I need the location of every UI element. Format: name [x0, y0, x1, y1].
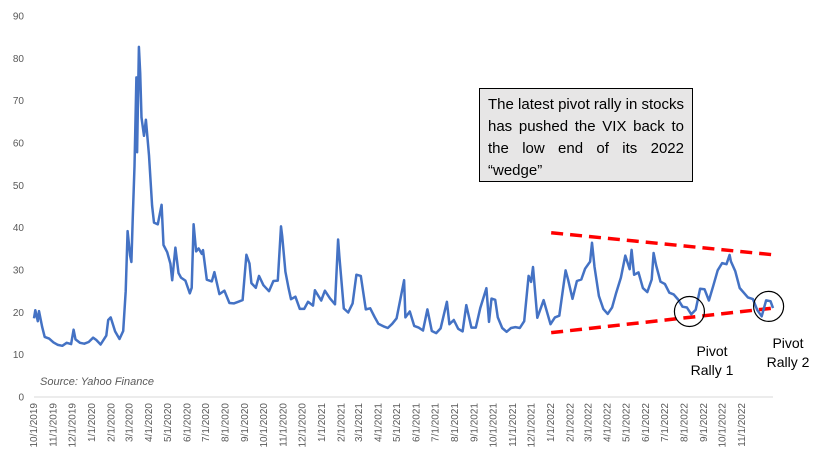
x-tick-label: 12/1/2020	[297, 403, 308, 448]
x-tick-label: 2/1/2022	[566, 403, 577, 442]
wedge-lower-trendline	[550, 306, 774, 335]
x-tick-label: 8/1/2022	[679, 403, 690, 442]
x-tick-label: 3/1/2022	[583, 403, 594, 442]
series-line-vix	[32, 45, 775, 348]
y-tick-label: 60	[13, 139, 25, 150]
x-tick-label: 3/1/2021	[354, 403, 365, 442]
x-tick-label: 7/1/2021	[431, 403, 442, 442]
x-tick-label: 5/1/2020	[163, 403, 174, 442]
y-tick-label: 50	[13, 181, 25, 192]
x-tick-label: 6/1/2022	[641, 403, 652, 442]
pivot-rally-1-circle	[673, 295, 706, 328]
pivot-rally-1-label: Pivot Rally 1	[684, 342, 740, 380]
x-tick-label: 10/1/2021	[488, 403, 499, 448]
x-tick-label: 12/1/2019	[67, 403, 78, 448]
x-tick-label: 1/1/2020	[87, 403, 98, 442]
x-tick-label: 8/1/2020	[221, 403, 232, 442]
y-tick-label: 90	[13, 12, 25, 23]
x-tick-label: 4/1/2020	[144, 403, 155, 442]
y-tick-label: 80	[13, 54, 25, 65]
x-tick-label: 2/1/2020	[106, 403, 117, 442]
pivot-rally-2-line1: Pivot	[772, 335, 804, 351]
pivot-rally-2-circle	[753, 290, 785, 323]
pivot-rally-1-line1: Pivot	[696, 343, 728, 359]
pivot-rally-2-line2: Rally 2	[766, 354, 810, 370]
x-tick-label: 9/1/2021	[470, 403, 481, 442]
x-tick-label: 5/1/2021	[392, 403, 403, 442]
wedge-upper-trendline	[551, 231, 774, 257]
x-tick-label: 1/1/2022	[546, 403, 557, 442]
x-tick-label: 6/1/2020	[182, 403, 193, 442]
x-tick-label: 12/1/2021	[527, 403, 538, 448]
y-tick-label: 30	[13, 266, 25, 277]
x-tick-label: 10/1/2020	[259, 403, 270, 448]
x-tick-label: 6/1/2021	[412, 403, 423, 442]
y-tick-label: 70	[13, 96, 25, 107]
x-tick-label: 10/1/2022	[718, 403, 729, 448]
x-tick-label: 7/1/2020	[201, 403, 212, 442]
x-tick-label: 11/1/2019	[48, 403, 59, 447]
pivot-rally-2-label: Pivot Rally 2	[760, 334, 816, 372]
x-tick-label: 11/1/2021	[508, 403, 519, 447]
x-axis: 10/1/2019 11/1/2019 12/1/2019 1/1/2020 2/1/2…	[29, 403, 748, 448]
pivot-rally-1-line2: Rally 1	[690, 362, 734, 378]
y-tick-label: 0	[18, 393, 24, 404]
pivot-circles	[673, 290, 785, 328]
x-tick-label: 9/1/2020	[240, 403, 251, 442]
x-tick-label: 2/1/2021	[336, 403, 347, 442]
y-axis: 0 10 20 30 40 50 60 70 80 90	[13, 12, 25, 404]
x-tick-label: 1/1/2021	[317, 403, 328, 442]
callout-box: The latest pivot rally in stocks has pus…	[479, 88, 693, 182]
x-tick-label: 11/1/2022	[737, 403, 748, 447]
source-note: Source: Yahoo Finance	[40, 376, 154, 388]
x-tick-label: 4/1/2021	[373, 403, 384, 442]
x-tick-label: 5/1/2022	[622, 403, 633, 442]
x-tick-label: 4/1/2022	[603, 403, 614, 442]
y-tick-label: 40	[13, 223, 25, 234]
y-tick-label: 20	[13, 308, 25, 319]
x-tick-label: 9/1/2022	[699, 403, 710, 442]
x-tick-label: 7/1/2022	[660, 403, 671, 442]
callout-text: The latest pivot rally in stocks has pus…	[488, 96, 684, 179]
x-tick-label: 3/1/2020	[125, 403, 136, 442]
y-tick-label: 10	[13, 350, 25, 361]
x-tick-label: 11/1/2020	[278, 403, 289, 447]
x-tick-label: 8/1/2021	[450, 403, 461, 442]
x-tick-label: 10/1/2019	[29, 403, 40, 448]
